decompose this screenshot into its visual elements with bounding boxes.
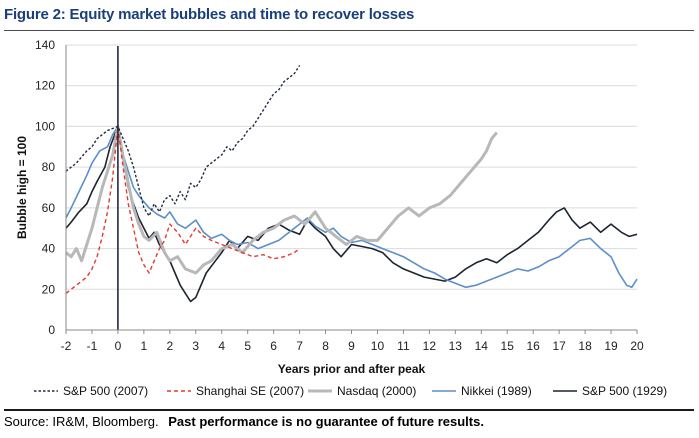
x-tick-label: 18	[578, 339, 592, 353]
y-tick-label: 0	[48, 323, 55, 337]
x-tick-label: 13	[449, 339, 463, 353]
axes	[65, 45, 638, 334]
x-tick-label: 1	[141, 339, 148, 353]
x-tick-label: 2	[166, 339, 173, 353]
legend: S&P 500 (2007) Shanghai SE (2007) Nasdaq (…	[34, 384, 667, 398]
legend-label: S&P 500 (2007)	[63, 384, 148, 398]
y-tick-label: 100	[35, 119, 55, 133]
x-tick-label: -2	[61, 339, 72, 353]
y-tick-label: 80	[42, 160, 56, 174]
figure-title: Figure 2: Equity market bubbles and time…	[4, 6, 415, 23]
y-tick-label: 20	[42, 282, 56, 296]
legend-label: Nikkei (1989)	[461, 384, 532, 398]
x-tick-label: 3	[192, 339, 199, 353]
legend-item-nikkei: Nikkei (1989)	[432, 384, 532, 398]
y-tick-labels: 0 20 40 60 80 100 120 140	[35, 38, 55, 337]
series-line-shanghai	[65, 125, 301, 294]
series-line-sp2007	[65, 65, 301, 217]
x-tick-label: 8	[322, 339, 329, 353]
y-axis-label: Bubble high = 100	[15, 136, 29, 239]
x-tick-label: 0	[115, 339, 122, 353]
x-tick-label: 15	[501, 339, 515, 353]
y-tick-label: 120	[35, 79, 55, 93]
legend-item-shanghai: Shanghai SE (2007)	[167, 384, 304, 398]
series-line-sp1929	[65, 125, 638, 303]
x-tick-label: 7	[296, 339, 303, 353]
x-tick-label: 16	[527, 339, 541, 353]
x-tick-label: 12	[423, 339, 437, 353]
y-tick-label: 40	[42, 242, 56, 256]
x-tick-labels: -2 -1 0 1 2 3 4 5 6 7 8 9 10 11 12 13 14 15 16 17 18 19 20	[61, 339, 644, 353]
legend-label: S&P 500 (1929)	[582, 384, 667, 398]
x-tick-label: 20	[630, 339, 644, 353]
x-tick-label: 9	[348, 339, 355, 353]
disclaimer: Past performance is no guarantee of futu…	[168, 414, 484, 429]
x-tick-label: 4	[218, 339, 225, 353]
x-axis-label: Years prior and after peak	[278, 362, 426, 376]
series-line-nasdaq	[65, 124, 498, 275]
footer-divider	[4, 409, 694, 411]
legend-label: Nasdaq (2000)	[337, 384, 416, 398]
x-tick-label: 17	[552, 339, 566, 353]
title-divider	[4, 30, 694, 31]
legend-item-sp2007: S&P 500 (2007)	[34, 384, 148, 398]
legend-label: Shanghai SE (2007)	[196, 384, 304, 398]
y-tick-label: 140	[35, 38, 55, 52]
x-tick-label: 19	[604, 339, 618, 353]
x-tick-label: 11	[397, 339, 410, 353]
gridlines	[66, 44, 637, 290]
x-tick-label: 14	[475, 339, 489, 353]
x-tick-label: 5	[244, 339, 251, 353]
series-layer	[65, 46, 638, 330]
x-tick-label: 6	[270, 339, 277, 353]
x-tick-label: 10	[371, 339, 385, 353]
legend-item-sp1929: S&P 500 (1929)	[553, 384, 667, 398]
legend-item-nasdaq: Nasdaq (2000)	[308, 384, 416, 398]
footer: Source: IR&M, Bloomberg. Past performanc…	[4, 414, 484, 429]
source-note: Source: IR&M, Bloomberg.	[4, 414, 159, 429]
x-tick-label: -1	[87, 339, 98, 353]
y-tick-label: 60	[42, 201, 56, 215]
series-line-nikkei	[65, 125, 638, 289]
